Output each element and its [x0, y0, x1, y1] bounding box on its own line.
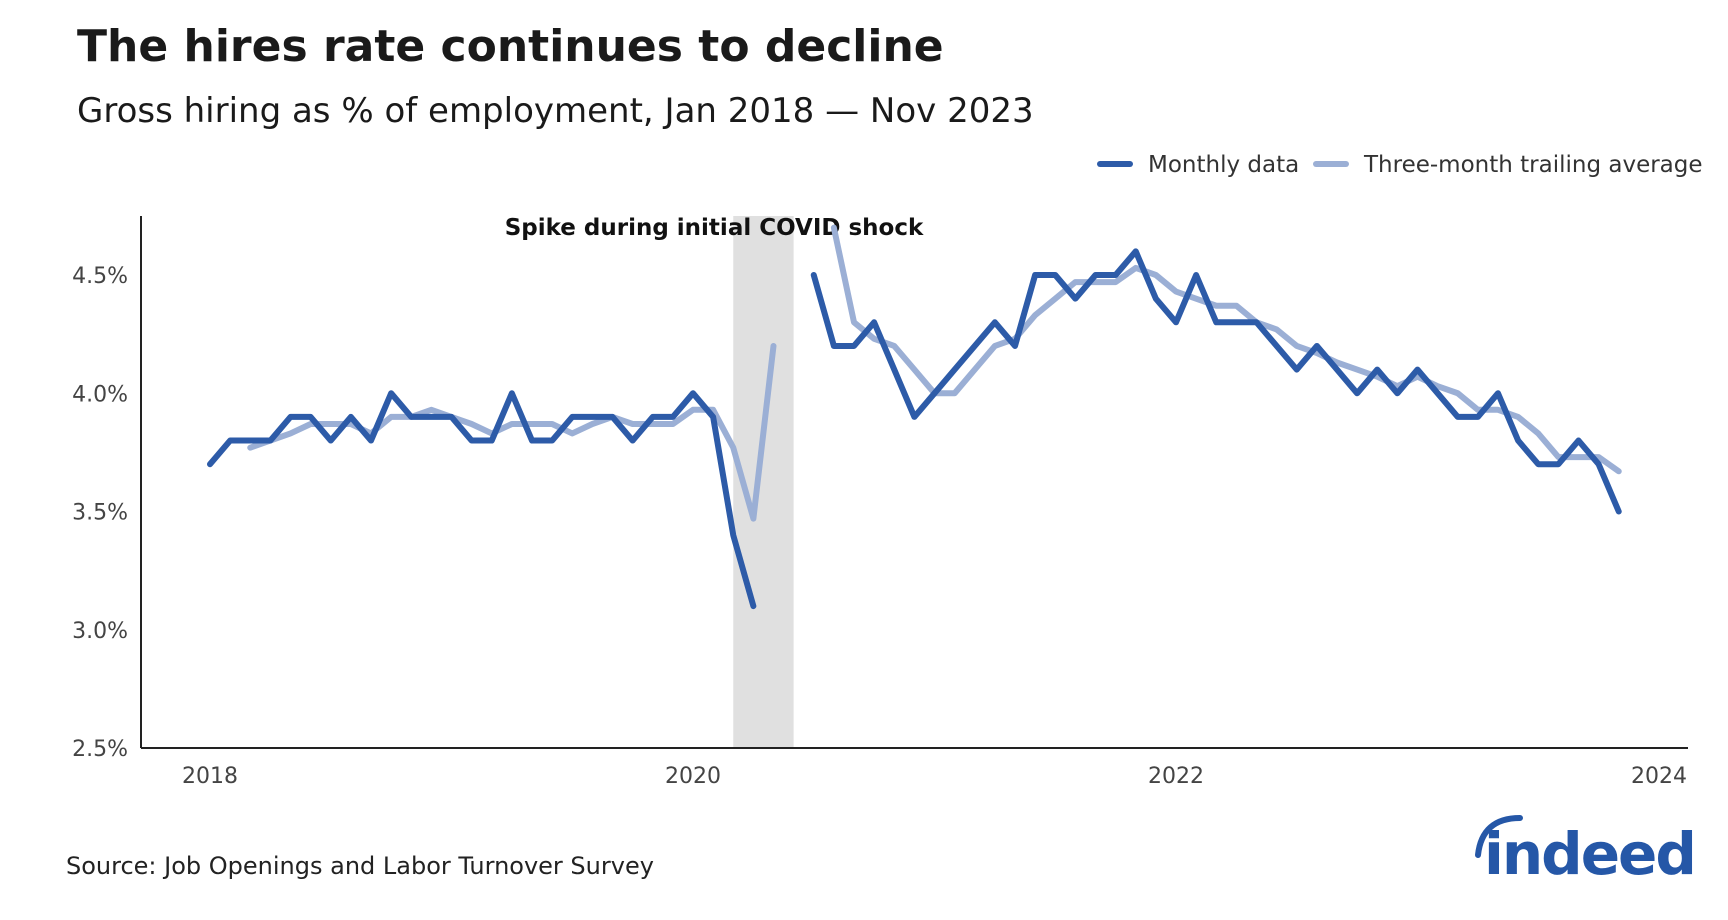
y-tick-label: 3.0%: [72, 619, 128, 644]
line-segment-monthly: [814, 251, 1619, 511]
x-tick-label: 2024: [1631, 764, 1687, 789]
x-axis-ticks: 2018 2020 2022 2024: [182, 764, 1687, 789]
legend-label-average: Three-month trailing average: [1363, 152, 1703, 178]
chart-title: The hires rate continues to decline: [77, 21, 944, 72]
line-segment-average: [834, 228, 1619, 472]
indeed-logo: indeed: [1478, 818, 1695, 888]
legend-label-monthly: Monthly data: [1148, 152, 1299, 178]
series-lines: [210, 228, 1619, 607]
y-tick-label: 4.5%: [72, 264, 128, 289]
x-tick-label: 2020: [665, 764, 721, 789]
source-note: Source: Job Openings and Labor Turnover …: [66, 852, 654, 880]
y-tick-label: 4.0%: [72, 382, 128, 407]
y-axis-ticks: 2.5% 3.0% 3.5% 4.0% 4.5%: [72, 264, 128, 762]
legend: Monthly data Three-month trailing averag…: [1100, 152, 1703, 178]
y-tick-label: 3.5%: [72, 501, 128, 526]
line-segment-average: [250, 346, 773, 519]
x-tick-label: 2018: [182, 764, 238, 789]
chart-subtitle: Gross hiring as % of employment, Jan 201…: [77, 91, 1034, 131]
y-tick-label: 2.5%: [72, 737, 128, 762]
x-tick-label: 2022: [1148, 764, 1204, 789]
covid-annotation: Spike during initial COVID shock: [505, 215, 924, 241]
indeed-logo-text: indeed: [1484, 820, 1695, 888]
